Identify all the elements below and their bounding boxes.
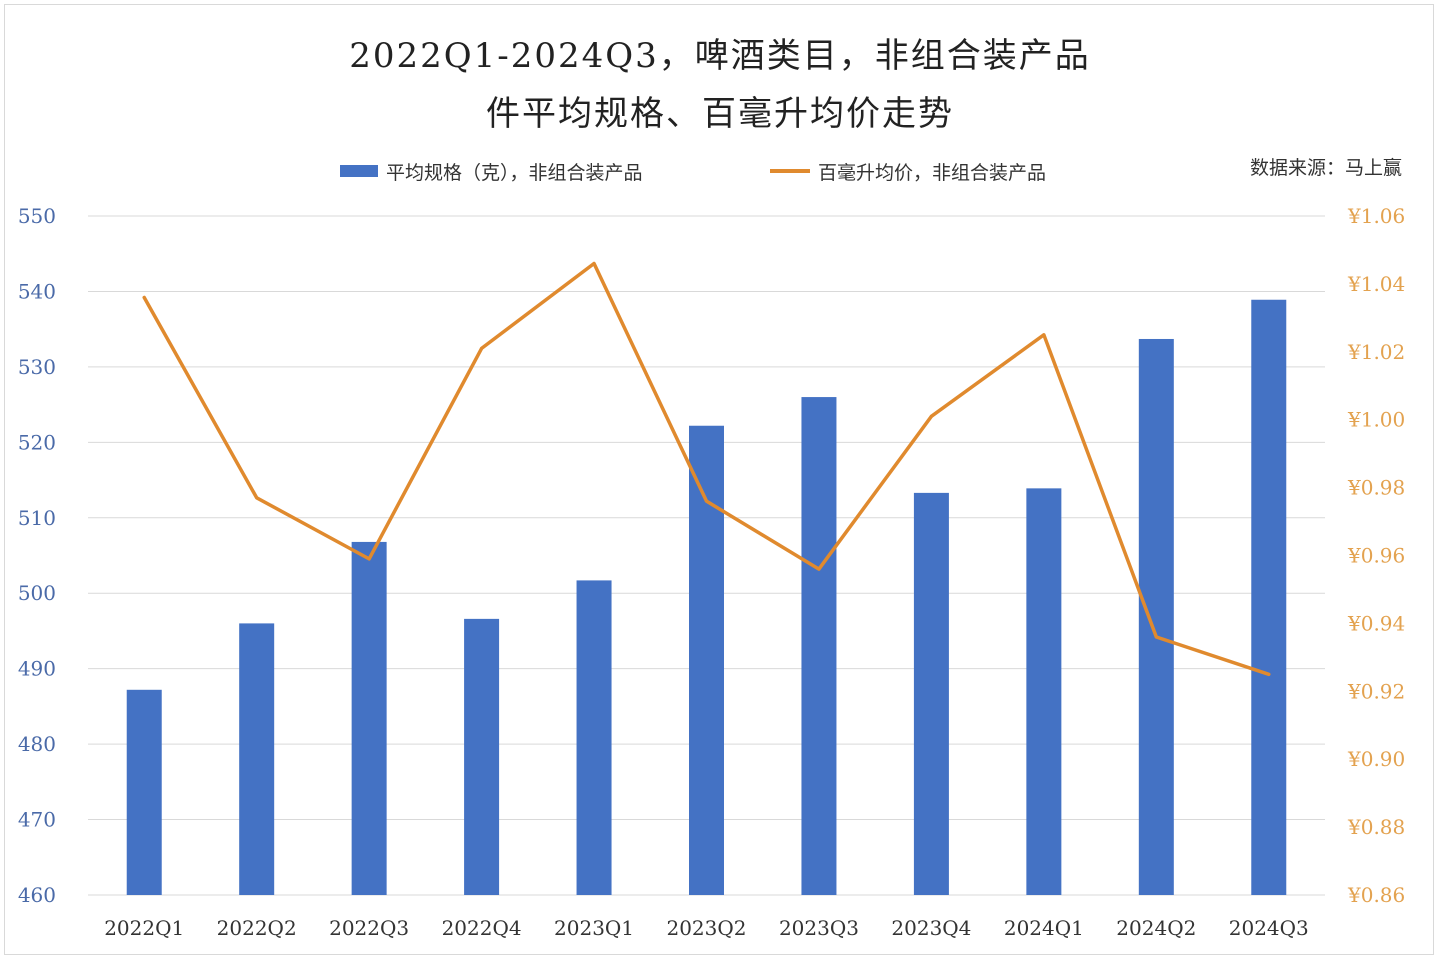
y-left-tick-label: 510: [18, 506, 56, 530]
bar-mark: [239, 623, 275, 895]
y-right-tick-label: ¥0.88: [1347, 815, 1405, 839]
bar-mark: [1026, 488, 1062, 895]
x-tick-label: 2024Q3: [1229, 916, 1309, 940]
y-left-tick-label: 490: [18, 657, 56, 681]
line-point: [705, 499, 708, 503]
x-tick-label: 2024Q2: [1116, 916, 1196, 940]
line-point: [1042, 333, 1046, 337]
x-tick-label: 2023Q2: [666, 916, 746, 940]
x-tick-label: 2022Q2: [217, 916, 297, 940]
bar-mark: [464, 618, 500, 895]
y-right-tick-label: ¥0.96: [1347, 544, 1405, 568]
bar-mark: [801, 397, 837, 895]
bar-mark: [351, 541, 387, 895]
y-left-tick-label: 480: [18, 732, 56, 756]
line-point: [1154, 635, 1158, 639]
data-source-note: 数据来源：马上赢: [1249, 157, 1402, 179]
y-left-tick-label: 460: [18, 883, 56, 907]
bar-mark: [1138, 338, 1174, 895]
x-tick-label: 2023Q1: [554, 916, 634, 940]
line-point: [480, 346, 484, 350]
y-right-tick-label: ¥0.92: [1347, 679, 1405, 703]
line-point: [255, 496, 259, 500]
y-left-tick-label: 530: [18, 355, 56, 379]
y-left-tick-label: 550: [18, 204, 56, 228]
line-point: [1267, 672, 1271, 676]
y-right-tick-label: ¥0.90: [1347, 747, 1405, 771]
line-point: [929, 414, 933, 418]
chart-title-line-2: 件平均规格、百毫升均价走势: [486, 94, 954, 134]
y-right-tick-label: ¥0.94: [1347, 611, 1405, 635]
y-left-tick-label: 520: [18, 430, 56, 454]
y-right-tick-label: ¥1.00: [1347, 408, 1405, 432]
y-right-tick-label: ¥1.04: [1347, 272, 1405, 296]
chart-title-line-1: 2022Q1-2024Q3，啤酒类目，非组合装产品: [349, 36, 1091, 76]
y-right-tick-label: ¥1.06: [1347, 204, 1405, 228]
line-point: [142, 295, 146, 299]
y-left-tick-label: 540: [18, 279, 56, 303]
y-right-tick-label: ¥1.02: [1347, 340, 1405, 364]
x-tick-label: 2022Q3: [329, 916, 409, 940]
bar-mark: [126, 689, 162, 895]
bar-mark: [1251, 299, 1287, 895]
y-right-tick-label: ¥0.86: [1347, 883, 1405, 907]
legend-item-line: 百毫升均价，非组合装产品: [770, 158, 1046, 184]
y-left-tick-label: 470: [18, 808, 56, 832]
legend-line-label: 百毫升均价，非组合装产品: [818, 161, 1047, 184]
legend-bar-swatch: [340, 165, 378, 177]
x-tick-label: 2023Q4: [891, 916, 971, 940]
y-left-tick-label: 500: [18, 581, 56, 605]
x-tick-label: 2022Q4: [442, 916, 522, 940]
bar-mark: [576, 580, 612, 895]
legend-item-bar: 平均规格（克），非组合装产品: [340, 158, 643, 184]
legend-bar-label: 平均规格（克），非组合装产品: [386, 161, 643, 184]
legend-line-swatch: [770, 169, 810, 173]
x-tick-label: 2024Q1: [1004, 916, 1084, 940]
line-point: [367, 557, 371, 561]
x-tick-label: 2022Q1: [104, 916, 184, 940]
line-point: [817, 567, 821, 571]
x-tick-label: 2023Q3: [779, 916, 859, 940]
line-point: [592, 262, 596, 266]
bar-mark: [689, 425, 724, 895]
bar-mark: [913, 492, 949, 895]
y-right-tick-label: ¥0.98: [1347, 476, 1405, 500]
